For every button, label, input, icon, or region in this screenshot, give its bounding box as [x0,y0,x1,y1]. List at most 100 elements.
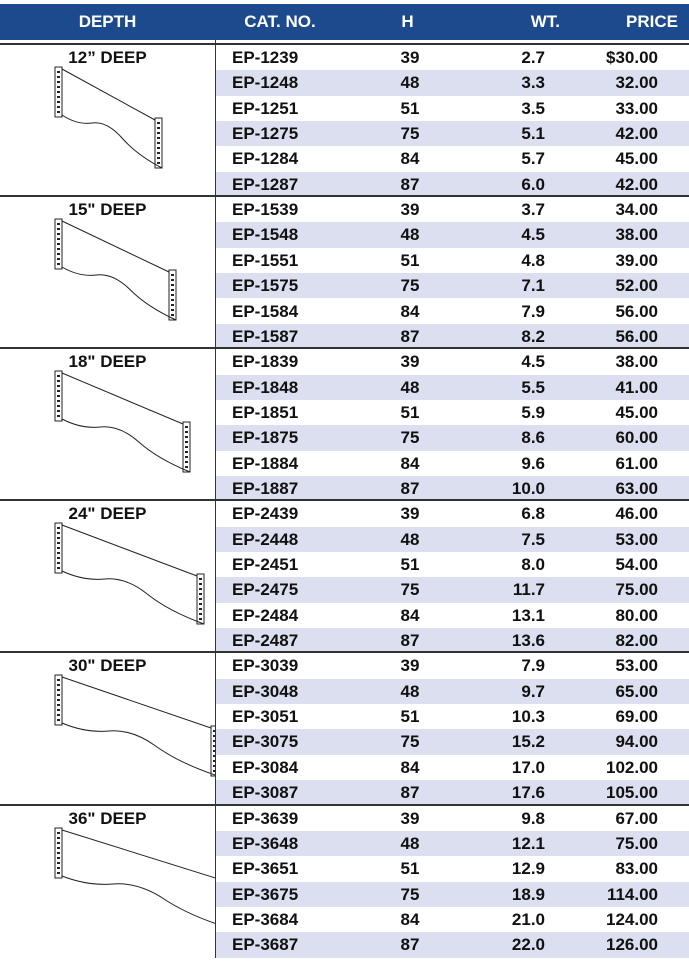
shelf-illustration [54,218,177,321]
cell: 87 [400,478,420,498]
header-bar [0,4,689,40]
cell: 75 [400,884,420,904]
cell: 63.00 [615,478,658,498]
cell: 12.1 [511,833,545,853]
cell: 10.3 [511,707,545,727]
cell: 12.9 [511,859,545,879]
row-stripe [215,526,689,552]
shelf-part [57,415,60,418]
cell: 9.8 [521,808,545,828]
shelf-part [57,846,60,849]
cell: 3.5 [521,98,545,118]
cell: 3.7 [521,200,545,220]
shelf-part [199,593,202,596]
shelf-part [57,223,60,226]
cell: 8.0 [521,555,545,574]
cell: 51 [400,859,420,879]
cell: 69.00 [615,707,658,727]
cell: EP-1575 [232,276,299,296]
cell: 39 [400,48,420,67]
row-stripe [215,121,689,147]
shelf-part [199,583,202,586]
cell: 42.00 [615,124,658,144]
shelf-part [57,233,60,236]
shelf-part [57,704,60,707]
cell: 39 [400,352,420,372]
cell: EP-1548 [232,225,299,245]
group-separator [0,347,689,350]
shelf-part [171,304,174,307]
shelf-part [57,699,60,702]
cell: 51 [400,250,420,270]
cell: 84 [400,757,420,777]
shelf-part [61,875,215,924]
column-header: DEPTH [78,12,137,31]
cell: EP-1848 [232,377,299,397]
shelf-part [57,101,60,103]
shelf-part [157,142,160,144]
shelf-illustration [54,522,205,625]
shelf-part [171,309,174,312]
shelf-part [57,405,60,408]
cell: 75 [400,276,420,296]
shelf-part [57,856,60,859]
shelf-part [199,608,202,611]
cell: 10.0 [511,478,545,498]
cell: EP-1251 [232,98,299,118]
shelf-part [157,157,160,159]
cell: 41.00 [615,377,658,397]
cell: 8.2 [521,326,545,346]
shelf-part [171,274,174,277]
row-stripe [215,628,689,654]
row-stripe [215,374,689,400]
depth-label: 36" DEEP [68,808,147,828]
shelf-part [57,106,60,108]
group-separator [0,195,689,198]
cell: 114.00 [606,884,658,904]
shelf-part [185,446,188,449]
shelf-part [199,588,202,591]
row-stripe [215,425,689,451]
cell: 87 [400,631,420,651]
cell: EP-1587 [232,326,299,346]
cell: 5.7 [521,149,545,169]
cell: EP-1887 [232,478,299,498]
shelf-part [57,689,60,692]
shelf-part [157,152,160,154]
shelf-part [199,618,202,621]
shelf-part [185,441,188,444]
shelf-part [157,132,160,134]
cell: 83.00 [615,859,658,879]
cell: EP-3687 [232,935,299,955]
shelf-part [57,552,60,555]
depth-label: 24" DEEP [68,504,147,524]
cell: 75 [400,124,420,144]
cell: 4.5 [521,352,545,372]
cell: 48 [400,225,420,245]
cell: EP-1284 [232,149,299,169]
cell: 15.2 [511,732,545,752]
row-stripe [215,881,689,907]
row-stripe [215,222,689,248]
shelf-part [57,684,60,687]
shelf-part [57,567,60,570]
shelf-part [213,765,215,768]
cell: 48 [400,73,420,93]
cell: EP-2451 [232,555,299,574]
shelf-part [57,253,60,256]
cell: 42.00 [615,174,658,194]
column-header: CAT. NO. [244,12,316,31]
shelf-part [57,76,60,78]
cell: 46.00 [615,504,658,524]
shelf-part [185,426,188,429]
row-stripe [215,171,689,198]
shelf-part [61,829,215,878]
shelf-part [57,228,60,231]
cell: 75 [400,732,420,752]
shelf-part [185,461,188,464]
shelf-part [171,314,174,317]
shelf-part [171,279,174,282]
cell: EP-2475 [232,580,299,600]
cell: 7.9 [521,301,545,321]
